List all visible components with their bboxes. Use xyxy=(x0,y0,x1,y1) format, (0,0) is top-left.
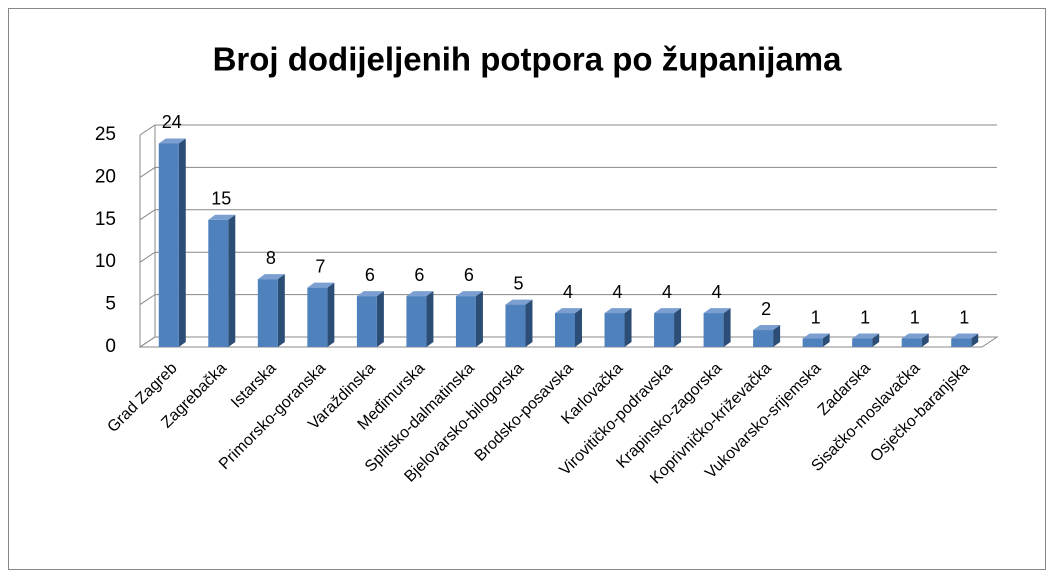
bar-side xyxy=(971,333,979,347)
bar-side xyxy=(773,325,781,347)
value-label: 7 xyxy=(315,256,325,276)
bar-top xyxy=(307,282,335,288)
bar-top xyxy=(356,291,384,297)
bar-front xyxy=(208,219,229,347)
bar-top xyxy=(852,333,880,339)
bar-top xyxy=(703,308,731,314)
bar-front xyxy=(604,313,625,347)
bar-front xyxy=(951,338,972,347)
bar-top xyxy=(208,214,236,220)
bar-side xyxy=(376,291,384,347)
bar-side xyxy=(228,214,236,347)
bar-side xyxy=(575,308,582,347)
bar-front xyxy=(455,296,476,347)
bar-front xyxy=(356,296,377,347)
bar-side xyxy=(178,138,186,347)
bar-side xyxy=(723,308,731,347)
bar-top xyxy=(505,299,533,305)
bar xyxy=(406,291,434,347)
y-tick-label: 20 xyxy=(95,166,116,187)
y-tick-label: 10 xyxy=(95,251,116,272)
bar xyxy=(555,308,582,347)
bar-top xyxy=(555,308,582,314)
bar xyxy=(455,291,483,347)
bar xyxy=(753,325,781,347)
bar-front xyxy=(703,313,724,347)
value-label: 24 xyxy=(162,112,182,132)
value-label: 6 xyxy=(464,265,474,285)
value-label: 6 xyxy=(414,265,424,285)
bar xyxy=(307,282,335,347)
grid-line xyxy=(139,209,997,221)
chart-title: Broj dodijeljenih potpora po županijama xyxy=(213,41,843,78)
bar-side xyxy=(674,308,682,347)
bar-top xyxy=(802,333,830,339)
grid-line xyxy=(139,294,997,306)
bar-front xyxy=(505,304,526,347)
bar-side xyxy=(872,333,880,347)
bar xyxy=(703,308,731,347)
bar-top xyxy=(753,325,781,331)
bar-top xyxy=(654,308,682,314)
grid-line xyxy=(139,166,997,178)
bar-side xyxy=(327,282,335,347)
grid-line xyxy=(139,124,997,136)
bar-top xyxy=(257,274,285,280)
bar-front xyxy=(257,279,278,347)
bar xyxy=(356,291,384,347)
bar-front xyxy=(158,143,179,347)
value-label: 1 xyxy=(959,307,969,327)
bar xyxy=(158,138,186,347)
bar-front xyxy=(555,313,575,347)
value-label: 15 xyxy=(211,189,231,209)
bar xyxy=(654,308,682,347)
bar xyxy=(802,333,830,347)
bar-side xyxy=(426,291,434,347)
bar xyxy=(901,333,929,347)
y-tick-label: 25 xyxy=(95,124,116,145)
bar-top xyxy=(406,291,434,297)
bar-side xyxy=(525,299,533,347)
bar-top xyxy=(901,333,929,339)
bar-top xyxy=(455,291,483,297)
bar-front xyxy=(654,313,675,347)
value-label: 2 xyxy=(761,299,771,319)
value-label: 5 xyxy=(513,273,523,293)
value-label: 1 xyxy=(860,307,870,327)
bar-front xyxy=(901,338,922,347)
bar xyxy=(208,214,236,347)
bar xyxy=(852,333,880,347)
bar-side xyxy=(277,274,285,347)
value-label: 1 xyxy=(811,307,821,327)
bar xyxy=(505,299,533,347)
y-tick-label: 5 xyxy=(105,294,116,315)
value-label: 1 xyxy=(910,307,920,327)
value-label: 4 xyxy=(613,282,623,302)
y-tick-label: 15 xyxy=(95,209,116,230)
bar-top xyxy=(604,308,632,314)
value-label: 4 xyxy=(712,282,722,302)
bar-side xyxy=(624,308,632,347)
bar-front xyxy=(753,330,774,347)
bar-top xyxy=(951,333,979,339)
bar-top xyxy=(158,138,186,144)
bar-front xyxy=(802,338,823,347)
grid-line xyxy=(139,251,997,263)
y-tick-label: 0 xyxy=(105,336,116,357)
value-label: 4 xyxy=(662,282,672,302)
bar-side xyxy=(822,333,830,347)
bar xyxy=(257,274,285,347)
value-label: 4 xyxy=(563,282,573,302)
bar xyxy=(951,333,979,347)
value-label: 6 xyxy=(365,265,375,285)
bar xyxy=(604,308,632,347)
bar-front xyxy=(406,296,427,347)
bar-front xyxy=(852,338,873,347)
bar-side xyxy=(475,291,483,347)
bar-front xyxy=(307,287,328,347)
value-label: 8 xyxy=(266,248,276,268)
bar-side xyxy=(921,333,929,347)
